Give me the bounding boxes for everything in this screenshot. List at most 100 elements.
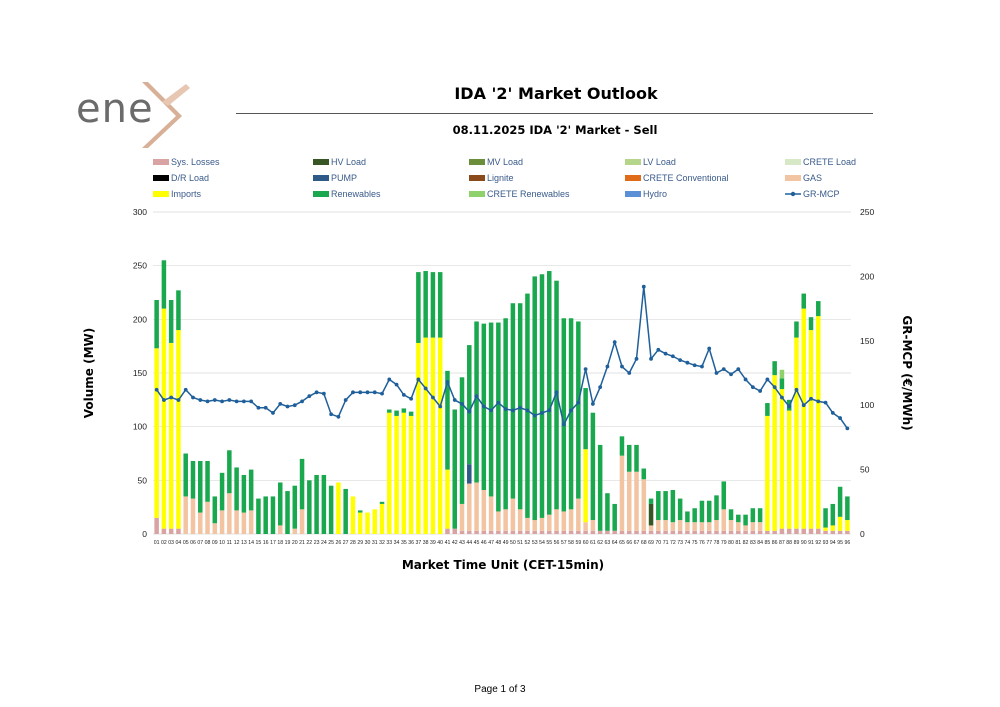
page-number: Page 1 of 3 [474,684,526,695]
x-tick-label: 37 [415,540,421,546]
bar-segment-renewables [845,496,850,521]
bar-segment-gas [561,511,567,531]
price-point [278,402,283,406]
bar-segment-losses [845,530,850,534]
bar-segment-losses [583,530,588,534]
y2-tick-label: 50 [860,465,870,475]
x-tick-label: 92 [815,540,821,546]
price-point [583,367,588,372]
price-point [670,354,675,359]
bar-segment-imports [808,330,814,529]
bar-segment-losses [648,530,654,534]
bar-segment-renewables [714,495,719,521]
bar-segment-losses [161,528,167,534]
x-tick-label: 40 [437,540,443,546]
x-tick-label: 11 [227,540,232,546]
bar-segment-imports [583,449,588,523]
price-point [823,400,828,405]
bar-segment-renewables [474,321,479,483]
bar-segment-renewables [183,453,188,497]
price-point [212,398,217,402]
x-tick-label: 09 [212,540,218,546]
enex-logo: ene [76,80,190,150]
bar-segment-renewables [772,361,777,376]
x-tick-label: 68 [641,540,647,546]
bar-segment-renewables [401,408,407,413]
price-point [750,385,755,390]
bar-segment-renewables [612,503,617,531]
bar-segment-gas [554,509,559,531]
price-point [620,364,624,369]
x-tick-label: 01 [154,540,160,546]
price-line-series [154,284,850,431]
price-point [540,411,544,415]
price-point [678,358,683,363]
legend-swatch [313,175,329,181]
bar-segment-losses [786,528,792,534]
price-point [423,386,428,391]
price-point [452,398,457,402]
bar-segment-losses [634,530,639,534]
y-tick-label: 150 [133,368,147,378]
x-tick-label: 46 [481,540,487,546]
x-tick-label: 29 [357,540,363,546]
bar-segment-renewables [292,485,298,529]
bar-segment-renewables [198,461,203,513]
x-tick-label: 08 [205,540,211,546]
bar-segment-imports [765,415,770,531]
y2-tick-label: 250 [860,207,874,217]
bar-segment-renewables [248,469,254,511]
bar-segment-gas [663,520,668,531]
chart-legend: Sys. Losses HV Load MV Load LV Load CRETE Lo… [153,157,856,199]
price-point [183,387,188,392]
x-tick-label: 55 [546,540,552,546]
bar-segment-renewables [736,514,741,523]
bar-segment-renewables [328,485,334,534]
bar-segment-losses [728,530,734,534]
legend-label: CRETE Renewables [487,189,570,199]
x-tick-label: 93 [823,540,829,546]
price-point [401,393,406,397]
bar-segment-renewables [837,486,843,517]
price-point [438,404,443,409]
x-tick-label: 89 [794,540,800,546]
bar-segment-losses [685,530,690,534]
bar-segment-crete_renew [779,369,785,379]
bar-segment-gas [583,522,588,531]
price-point [300,399,304,404]
price-point [714,371,719,375]
x-tick-label: 88 [786,540,792,546]
x-tick-label: 51 [517,540,523,546]
legend-item-renewables: Renewables [313,189,381,199]
price-point [409,396,414,401]
logo-text: ene [76,86,154,132]
bar-segment-renewables [656,491,661,521]
bar-segment-renewables [357,510,363,513]
x-tick-label: 33 [386,540,392,546]
bar-segment-gas [714,520,719,531]
x-tick-label: 49 [503,540,509,546]
bar-segment-losses [445,528,450,534]
bar-segment-losses [656,530,661,534]
price-point [794,387,799,392]
bar-segment-gas [641,479,647,531]
price-point [343,398,348,402]
bar-segment-gas [277,525,283,534]
x-tick-label: 63 [605,540,611,546]
legend-swatch [785,159,801,165]
bar-segment-renewables [532,276,537,521]
x-tick-label: 20 [292,540,298,546]
bar-segment-gas [699,522,705,531]
x-tick-label: 95 [837,540,843,546]
price-point [772,385,777,390]
bar-segment-losses [561,530,567,534]
price-point [198,398,203,402]
bar-segment-gas [205,501,210,534]
price-point [460,402,464,406]
bar-segment-renewables [387,409,392,413]
bar-segment-gas [459,503,465,531]
bar-segment-losses [801,528,806,534]
bar-segment-renewables [576,321,581,499]
bar-segment-losses [619,530,625,534]
